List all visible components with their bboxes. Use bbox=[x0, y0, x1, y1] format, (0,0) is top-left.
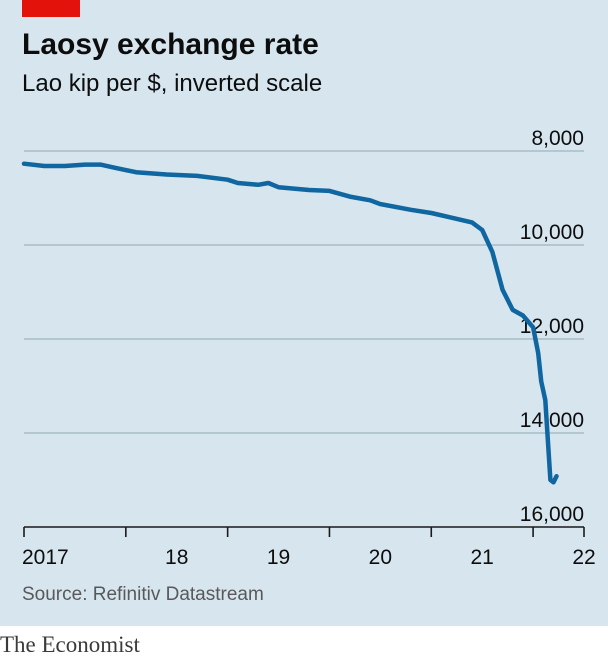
chart-title: Laosy exchange rate bbox=[22, 28, 319, 61]
y-tick-label: 8,000 bbox=[531, 127, 584, 150]
chart-panel bbox=[0, 0, 608, 626]
series bbox=[21, 161, 559, 485]
y-tick-label: 14,000 bbox=[520, 409, 584, 432]
x-axis: 2017 18 19 20 21 22 bbox=[22, 526, 596, 569]
y-tick-label: 12,000 bbox=[520, 315, 584, 338]
brand-red-tag bbox=[22, 0, 80, 17]
y-tick-label: 10,000 bbox=[520, 221, 584, 244]
economist-logo-text: The Economist bbox=[0, 632, 140, 657]
x-tick-label: 18 bbox=[165, 546, 188, 569]
x-tick-label: 20 bbox=[369, 546, 392, 569]
chart-subtitle: Lao kip per $, inverted scale bbox=[22, 70, 323, 97]
series-line bbox=[21, 161, 559, 485]
y-axis-labels: 8,000 10,000 12,000 14,000 16,000 bbox=[520, 127, 584, 526]
x-tick-label: 2017 bbox=[22, 546, 69, 569]
gridlines bbox=[24, 150, 584, 434]
x-tick-label: 22 bbox=[572, 546, 595, 569]
y-tick-label: 16,000 bbox=[520, 503, 584, 526]
x-tick-label: 19 bbox=[267, 546, 290, 569]
source-note: Source: Refinitiv Datastream bbox=[22, 584, 264, 605]
x-tick-label: 21 bbox=[471, 546, 494, 569]
